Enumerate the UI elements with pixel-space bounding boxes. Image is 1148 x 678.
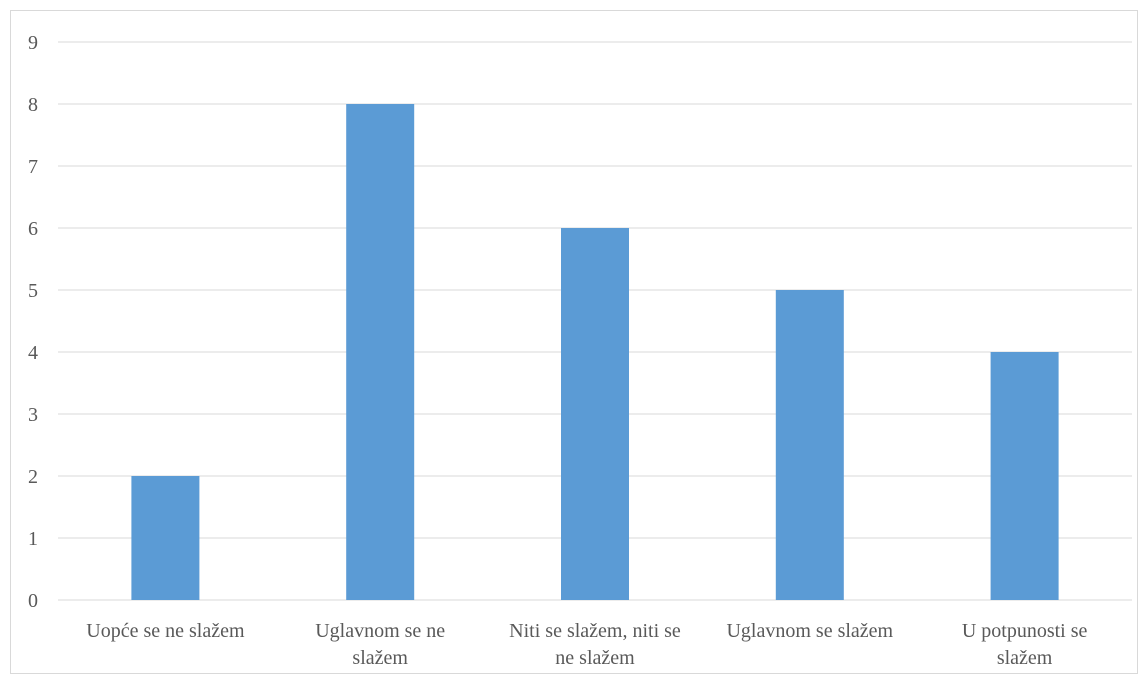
x-category-label-4: Uglavnom se slažem (726, 620, 893, 642)
bar-4 (775, 290, 844, 600)
y-tick-label-7: 7 (28, 156, 38, 178)
y-tick-label-6: 6 (28, 218, 38, 240)
x-category-label-2-line-2: slažem (352, 647, 408, 669)
y-tick-label-1: 1 (28, 528, 38, 550)
y-tick-label-3: 3 (28, 404, 38, 426)
x-category-label-2-line-1: Uglavnom se ne (315, 620, 445, 642)
y-tick-label-4: 4 (28, 342, 38, 364)
bar-3 (561, 228, 629, 600)
x-category-label-3-line-2: ne slažem (555, 647, 635, 669)
y-tick-label-8: 8 (28, 94, 38, 116)
y-tick-label-0: 0 (28, 590, 38, 612)
bar-2 (346, 104, 415, 600)
x-category-label-5-line-1: U potpunosti se (962, 620, 1088, 642)
y-tick-label-2: 2 (28, 466, 38, 488)
y-tick-label-5: 5 (28, 280, 38, 302)
x-category-label-5-line-2: slažem (997, 647, 1053, 669)
y-tick-label-9: 9 (28, 32, 38, 54)
bar-1 (131, 476, 200, 600)
x-category-label-3-line-1: Niti se slažem, niti se (509, 620, 681, 642)
bar-5 (990, 352, 1059, 600)
x-category-label-1: Uopće se ne slažem (86, 620, 245, 642)
